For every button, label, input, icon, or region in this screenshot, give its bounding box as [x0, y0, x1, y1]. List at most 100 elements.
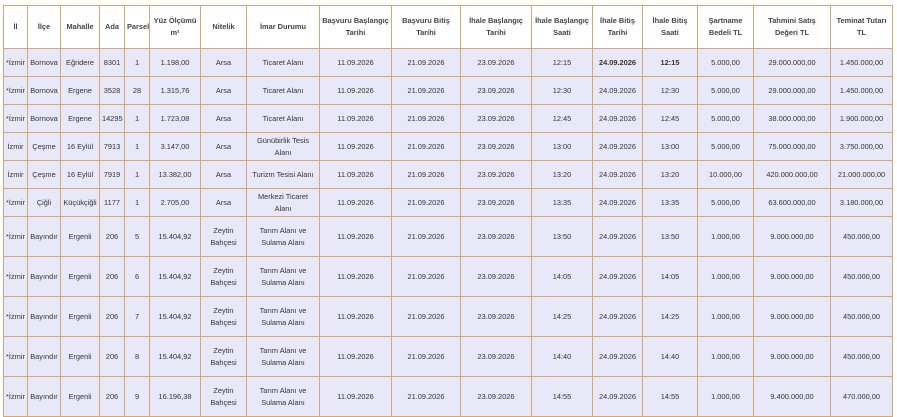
table-cell: 24.09.2026	[592, 376, 643, 417]
table-cell: 1.315,76	[149, 76, 201, 105]
table-cell: 1.000,00	[697, 256, 754, 297]
table-cell: Bornova	[27, 104, 61, 133]
table-cell: 24.09.2026	[592, 336, 643, 377]
table-cell: Eğridere	[60, 48, 100, 77]
table-cell: 470.000,00	[830, 376, 893, 417]
table-cell: 14:55	[642, 376, 698, 417]
table-cell: 16.196,38	[149, 376, 201, 417]
table-cell: 9.400.000,00	[753, 376, 831, 417]
table-cell: 13:00	[642, 132, 698, 161]
table-cell: 11.09.2026	[319, 188, 392, 217]
table-cell: 21.09.2026	[391, 160, 461, 189]
table-cell: *İzmir	[3, 336, 28, 377]
table-cell: 1.723,08	[149, 104, 201, 133]
table-cell: Zeytin Bahçesi	[200, 216, 247, 257]
table-cell: 14:55	[531, 376, 593, 417]
table-cell: 1.900.000,00	[830, 104, 893, 133]
table-cell: 14295	[99, 104, 125, 133]
column-header: Yüz Ölçümü m²	[149, 5, 201, 49]
table-cell: 1.000,00	[697, 216, 754, 257]
table-cell: 75.000.000,00	[753, 132, 831, 161]
table-cell: Tarım Alanı ve Sulama Alanı	[246, 336, 320, 377]
table-cell: 1.198,00	[149, 48, 201, 77]
table-cell: 13:20	[531, 160, 593, 189]
table-cell: 3.750.000,00	[830, 132, 893, 161]
table-cell: 23.09.2026	[460, 256, 532, 297]
table-cell: 206	[99, 376, 125, 417]
column-header: Teminat Tutarı TL	[830, 5, 893, 49]
table-cell: *İzmir	[3, 256, 28, 297]
column-header: Mahalle	[60, 5, 100, 49]
table-cell: 1	[124, 132, 150, 161]
table-cell: Ergenli	[60, 216, 100, 257]
table-cell: 12:15	[531, 48, 593, 77]
table-cell: Çiğli	[27, 188, 61, 217]
table-cell: 23.09.2026	[460, 296, 532, 337]
table-cell: 23.09.2026	[460, 76, 532, 105]
table-cell: 24.09.2026	[592, 48, 643, 77]
table-cell: Zeytin Bahçesi	[200, 336, 247, 377]
table-cell: 450.000,00	[830, 296, 893, 337]
table-cell: Çeşme	[27, 132, 61, 161]
table-cell: 9.000.000,00	[753, 256, 831, 297]
table-cell: 12:15	[642, 48, 698, 77]
table-cell: 24.09.2026	[592, 256, 643, 297]
table-cell: 21.09.2026	[391, 76, 461, 105]
table-cell: 23.09.2026	[460, 104, 532, 133]
table-cell: Ergenli	[60, 376, 100, 417]
column-header: Şartname Bedeli TL	[697, 5, 754, 49]
table-cell: 7	[124, 296, 150, 337]
table-cell: *İzmir	[3, 76, 28, 105]
column-header: Başvuru Başlangıç Tarihi	[319, 5, 392, 49]
table-cell: İzmir	[3, 132, 28, 161]
table-cell: *İzmir	[3, 104, 28, 133]
table-cell: 206	[99, 216, 125, 257]
table-cell: 29.000.000,00	[753, 76, 831, 105]
table-cell: Merkezi Ticaret Alanı	[246, 188, 320, 217]
table-cell: 1	[124, 188, 150, 217]
table-row: İzmir Çeşme 16 Eylül 7919 1 13.382,00 Arsa Turi…	[3, 160, 893, 189]
table-cell: 12:45	[642, 104, 698, 133]
table-cell: Arsa	[200, 76, 247, 105]
table-cell: 13:00	[531, 132, 593, 161]
table-cell: Zeytin Bahçesi	[200, 296, 247, 337]
table-cell: 24.09.2026	[592, 132, 643, 161]
table-cell: 206	[99, 336, 125, 377]
column-header: Parsel	[124, 5, 150, 49]
table-cell: 21.09.2026	[391, 376, 461, 417]
table-cell: 23.09.2026	[460, 216, 532, 257]
table-cell: 1	[124, 104, 150, 133]
table-row: *İzmir Bayındır Ergenli 206 9 16.196,38 Zeytin…	[3, 376, 893, 417]
table-cell: Çeşme	[27, 160, 61, 189]
table-cell: Arsa	[200, 132, 247, 161]
table-cell: 11.09.2026	[319, 160, 392, 189]
table-cell: 2.705,00	[149, 188, 201, 217]
table-cell: 24.09.2026	[592, 104, 643, 133]
table-cell: 1.000,00	[697, 336, 754, 377]
table-cell: 21.000.000,00	[830, 160, 893, 189]
table-cell: *İzmir	[3, 216, 28, 257]
table-cell: Ticaret Alanı	[246, 76, 320, 105]
table-cell: 23.09.2026	[460, 132, 532, 161]
table-cell: 9	[124, 376, 150, 417]
table-cell: 11.09.2026	[319, 216, 392, 257]
table-row: *İzmir Bornova Ergene 3528 28 1.315,76 Arsa Tic…	[3, 76, 893, 105]
table-cell: 11.09.2026	[319, 48, 392, 77]
column-header: Tahmini Satış Değeri TL	[753, 5, 831, 49]
table-cell: 21.09.2026	[391, 188, 461, 217]
table-cell: Arsa	[200, 48, 247, 77]
table-cell: 21.09.2026	[391, 48, 461, 77]
column-header: İhale Bitiş Tarihi	[592, 5, 643, 49]
table-cell: 23.09.2026	[460, 160, 532, 189]
table-cell: Turizm Tesisi Alanı	[246, 160, 320, 189]
column-header: İl	[3, 5, 28, 49]
table-cell: 1.450.000,00	[830, 76, 893, 105]
table-cell: *İzmir	[3, 48, 28, 77]
table-cell: 24.09.2026	[592, 188, 643, 217]
table-cell: 206	[99, 296, 125, 337]
table-cell: 5	[124, 216, 150, 257]
page: İl İlçe Mahalle Ada Parsel Yüz Ölçümü m² Nitel…	[3, 5, 893, 417]
table-row: *İzmir Bayındır Ergenli 206 5 15.404,92 Zeytin…	[3, 216, 893, 257]
table-cell: 5.000,00	[697, 48, 754, 77]
table-cell: 23.09.2026	[460, 48, 532, 77]
